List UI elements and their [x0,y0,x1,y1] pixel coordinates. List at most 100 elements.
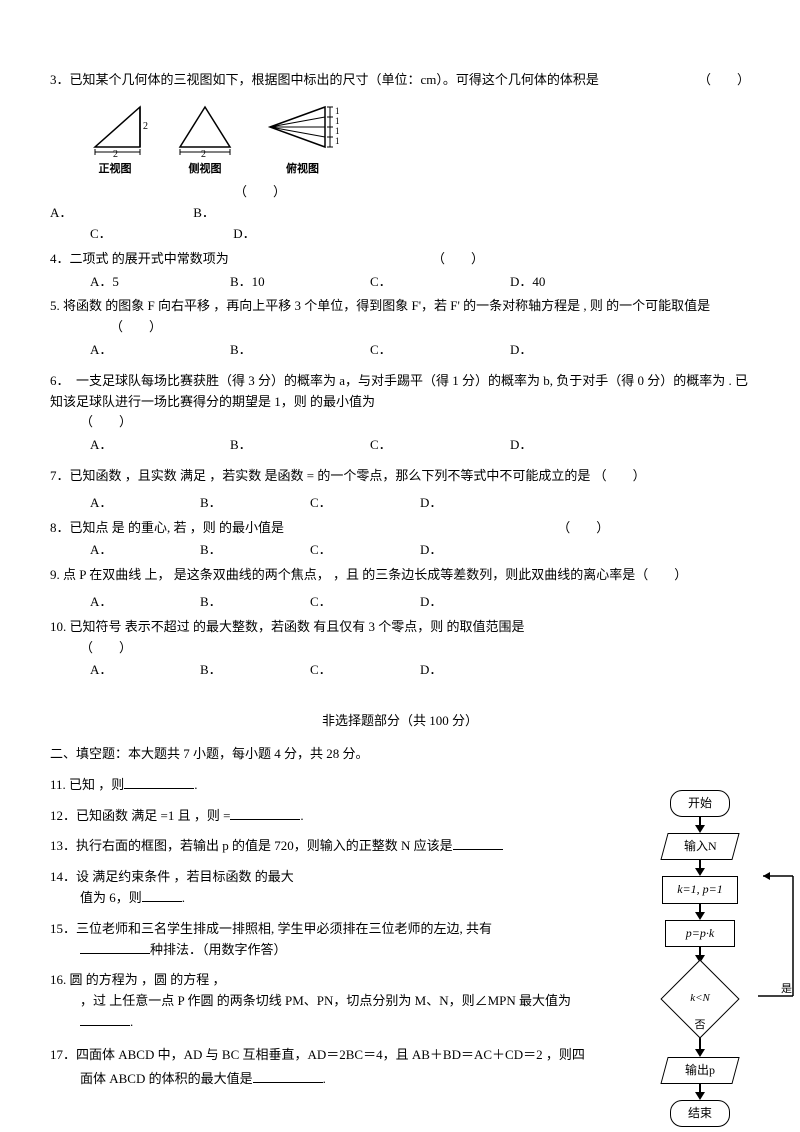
q10-paren: （ ） [80,638,750,659]
front-view-svg: 2 2 [80,99,150,159]
q9-opt-a: A． [90,592,200,613]
q15-text-a: 15．三位老师和三名学生排成一排照相, 学生甲必须排在三位老师的左边, 共有 [50,919,600,940]
q17-blank [253,1082,323,1083]
question-9: 9. 点 P 在双曲线 上， 是这条双曲线的两个焦点， ，且 的三条边长成等差数… [50,565,750,613]
front-view: 2 2 正视图 [80,99,150,179]
svg-text:1: 1 [335,126,340,136]
q7-opt-c: C． [310,493,420,514]
question-8: 8．已知点 是 的重心, 若 ，则 的最小值是 （ ） A． B． C． D． [50,518,750,562]
q4-opt-d: D．40 [510,272,650,293]
q14-text-a: 14．设 满足约束条件 ，若目标函数 的最大 [50,867,600,888]
q5-opt-d: D． [510,340,650,361]
q5-opt-a: A． [90,340,230,361]
q6-text: 6． 一支足球队每场比赛获胜（得 3 分）的概率为 a，与对手踢平（得 1 分）… [50,371,750,413]
fc-start: 开始 [670,790,730,817]
question-12: 12．已知函数 满足 =1 且 ，则 =. [50,806,600,827]
q8-opt-b: B． [200,540,310,561]
q3-opt-a: A． [50,203,190,224]
q8-text: 8．已知点 是 的重心, 若 ，则 的最小值是 [50,520,284,535]
q5-opt-c: C． [370,340,510,361]
q9-options: A． B． C． D． [90,592,750,613]
section2-subtitle: 二、填空题：本大题共 7 小题，每小题 4 分，共 28 分。 [50,744,600,765]
fc-calc: p=p·k [665,920,735,947]
q4-paren: （ ） [432,251,484,266]
q12-blank [230,819,300,820]
q17-text-a: 17．四面体 ABCD 中，AD 与 BC 互相垂直，AD＝2BC＝4，且 AB… [50,1043,600,1068]
question-4: 4．二项式 的展开式中常数项为 （ ） A．5 B．10 C． D．40 [50,249,750,293]
q14-text-b: 值为 6，则 [80,890,142,905]
q9-text: 9. 点 P 在双曲线 上， 是这条双曲线的两个焦点， ，且 的三条边长成等差数… [50,565,750,586]
q10-opt-c: C． [310,660,420,681]
q6-opt-b: B． [230,435,370,456]
q9-opt-b: B． [200,592,310,613]
top-view: 1 1 1 1 俯视图 [260,99,345,179]
q11-dot: . [194,777,197,792]
q8-options: A． B． C． D． [90,540,750,561]
q15-blank [80,953,150,954]
q7-opt-a: A． [90,493,200,514]
question-15: 15．三位老师和三名学生排成一排照相, 学生甲必须排在三位老师的左边, 共有 种… [50,919,600,961]
q8-opt-a: A． [90,540,200,561]
q16-text-b: ，过 上任意一点 P 作圆 的两条切线 PM、PN，切点分别为 M、N，则∠MP… [80,993,571,1008]
q7-opt-d: D． [420,493,530,514]
q5-options: A． B． C． D． [90,340,750,361]
q10-options: A． B． C． D． [90,660,750,681]
question-13: 13．执行右面的框图，若输出 p 的值是 720，则输入的正整数 N 应该是 [50,836,600,857]
q6-opt-a: A． [90,435,230,456]
q13-text: 13．执行右面的框图，若输出 p 的值是 720，则输入的正整数 N 应该是 [50,838,453,853]
fc-loop-arrow [758,856,800,1016]
q5-opt-b: B． [230,340,370,361]
q12-dot: . [300,808,303,823]
side-view-svg: 2 [170,99,240,159]
q15-text-b: 种排法．（用数字作答） [150,942,287,957]
question-11: 11. 已知 ，则. [50,775,600,796]
q16-blank [80,1025,130,1026]
fc-output: 输出p [660,1057,739,1084]
q6-opt-c: C． [370,435,510,456]
question-6: 6． 一支足球队每场比赛获胜（得 3 分）的概率为 a，与对手踢平（得 1 分）… [50,371,750,456]
fc-init: k=1, p=1 [662,876,738,903]
svg-text:2: 2 [113,149,118,159]
q7-options: A． B． C． D． [90,493,750,514]
q10-opt-b: B． [200,660,310,681]
q13-blank [453,849,503,850]
svg-text:1: 1 [335,136,340,146]
q16-text-a: 16. 圆 的方程为 ，圆 的方程 ， [50,970,600,991]
q11-blank [124,788,194,789]
q8-opt-d: D． [420,540,530,561]
q3-opt-b: B． [193,205,215,220]
q5-paren: （ ） [110,319,162,334]
q3-text: 3．已知某个几何体的三视图如下，根据图中标出的尺寸（单位：cm）。可得这个几何体… [50,72,599,87]
q17-text-b: 面体 ABCD 的体积的最大值是 [80,1071,253,1086]
q3-inner-paren: （ ） [110,182,410,203]
q10-opt-d: D． [420,660,530,681]
question-17: 17．四面体 ABCD 中，AD 与 BC 互相垂直，AD＝2BC＝4，且 AB… [50,1043,600,1092]
q10-text: 10. 已知符号 表示不超过 的最大整数，若函数 有且仅有 3 个零点，则 的取… [50,617,750,638]
q3-opts-line2: C． D． [90,224,750,245]
q16-dot: . [130,1014,133,1029]
fc-no-label: 否 [695,1017,706,1035]
svg-text:2: 2 [201,149,206,159]
fc-input: 输入N [660,833,739,860]
three-views: 2 2 正视图 2 侧视图 [80,99,750,179]
svg-text:2: 2 [143,121,148,132]
section2-title: 非选择题部分（共 100 分） [50,711,750,732]
q12-text: 12．已知函数 满足 =1 且 ，则 = [50,808,230,823]
question-16: 16. 圆 的方程为 ，圆 的方程 ， ，过 上任意一点 P 作圆 的两条切线 … [50,970,600,1032]
fc-end: 结束 [670,1100,730,1127]
svg-text:1: 1 [335,116,340,126]
q3-opt-d: D． [233,226,255,241]
q14-dot: . [182,890,185,905]
flowchart: 开始 输入N k=1, p=1 p=p·k k<N 是 否 k=k+1 输出p … [630,790,770,1127]
top-view-svg: 1 1 1 1 [260,99,345,159]
question-10: 10. 已知符号 表示不超过 的最大整数，若函数 有且仅有 3 个零点，则 的取… [50,617,750,681]
q6-opt-d: D． [510,435,650,456]
q9-opt-d: D． [420,592,530,613]
q6-paren: （ ） [80,412,750,433]
q3-opt-c: C． [90,224,230,245]
q5-text: 5. 将函数 的图象 F 向右平移 ，再向上平移 3 个单位，得到图象 F'，若… [50,298,710,313]
q7-text: 7．已知函数 ，且实数 满足 ，若实数 是函数 = 的一个零点，那么下列不等式中… [50,468,590,483]
q4-opt-a: A．5 [90,272,230,293]
q17-dot: . [323,1071,326,1086]
q6-options: A． B． C． D． [90,435,750,456]
